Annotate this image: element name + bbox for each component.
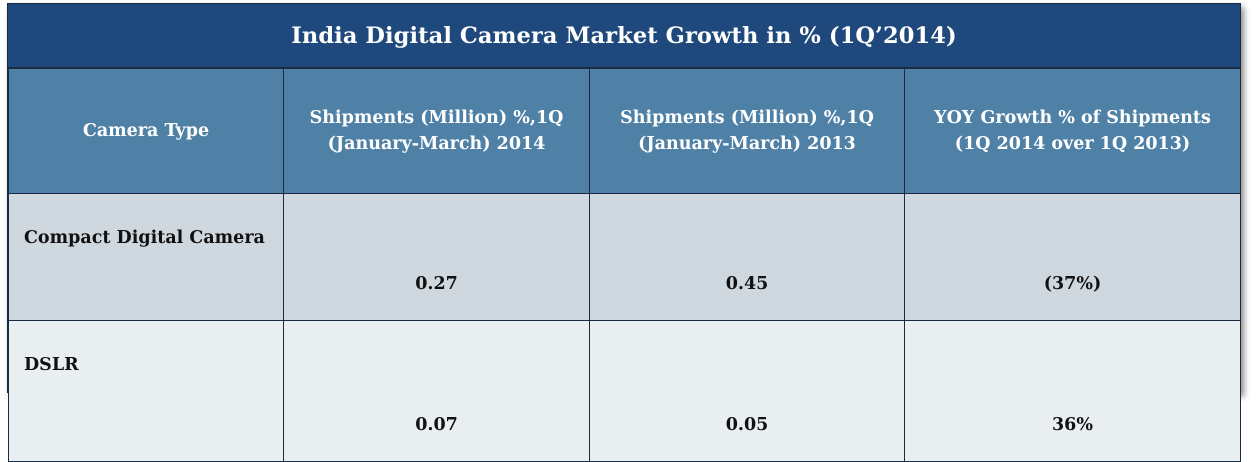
cell-shipments-2013: 0.45 [589,193,905,321]
cell-camera-type: Compact Digital Camera [8,193,284,321]
header-yoy-growth-line1: YOY Growth % of Shipments [934,108,1211,128]
header-camera-type-line1: Camera Type [82,121,210,141]
header-yoy-growth: YOY Growth % of Shipments (1Q 2014 over … [904,68,1241,194]
header-camera-type: Camera Type [8,68,284,194]
table-row: DSLR 0.07 0.05 36% [8,320,1241,462]
header-shipments-2014: Shipments (Million) %,1Q (January-March)… [283,68,590,194]
header-shipments-2014-line2: (January-March) 2014 [327,134,546,154]
data-table: Camera Type Shipments (Million) %,1Q (Ja… [8,68,1241,462]
header-shipments-2014-line1: Shipments (Million) %,1Q [309,108,564,128]
header-yoy-growth-line2: (1Q 2014 over 1Q 2013) [954,134,1191,154]
header-shipments-2013-line1: Shipments (Million) %,1Q [620,108,874,128]
cell-shipments-2014: 0.27 [283,193,590,321]
cell-yoy-growth: 36% [904,320,1241,462]
cell-yoy-growth: (37%) [904,193,1241,321]
header-row: Camera Type Shipments (Million) %,1Q (Ja… [8,68,1241,194]
table-frame: India Digital Camera Market Growth in % … [7,3,1241,462]
cell-shipments-2013: 0.05 [589,320,905,462]
header-shipments-2013: Shipments (Million) %,1Q (January-March)… [589,68,905,194]
cell-shipments-2014: 0.07 [283,320,590,462]
table-row: Compact Digital Camera 0.27 0.45 (37%) [8,193,1241,321]
cell-camera-type: DSLR [8,320,284,462]
header-shipments-2013-line2: (January-March) 2013 [638,134,856,154]
table-title: India Digital Camera Market Growth in % … [8,4,1240,68]
